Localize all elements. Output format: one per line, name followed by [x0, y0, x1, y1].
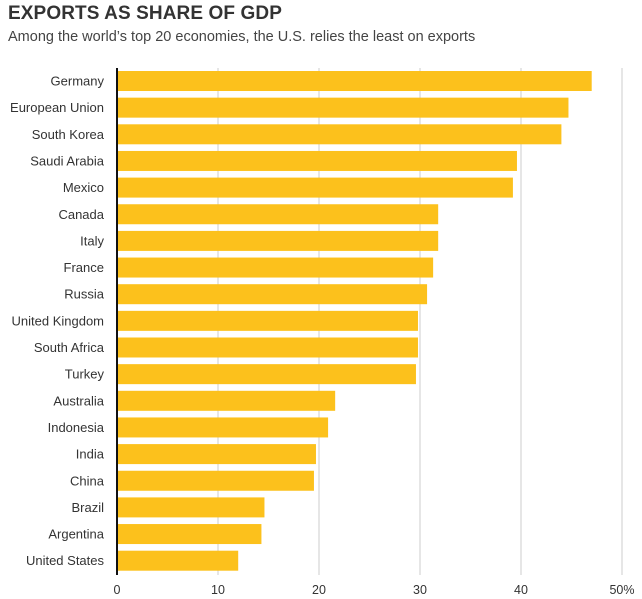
- bar-united-states: [117, 550, 239, 571]
- bar-germany: [117, 71, 592, 91]
- category-label-saudi-arabia: Saudi Arabia: [30, 153, 104, 168]
- bar-argentina: [117, 524, 262, 545]
- bar-russia: [117, 284, 428, 305]
- category-label-brazil: Brazil: [71, 500, 104, 515]
- chart-subtitle: Among the world’s top 20 economies, the …: [8, 29, 476, 45]
- bar-south-korea: [117, 124, 562, 145]
- category-label-south-korea: South Korea: [32, 127, 105, 142]
- bar-australia: [117, 390, 336, 411]
- category-label-indonesia: Indonesia: [48, 420, 105, 435]
- category-label-argentina: Argentina: [48, 527, 104, 542]
- x-tick-label-50: 50%: [609, 583, 634, 597]
- bar-italy: [117, 230, 439, 251]
- bar-european-union: [117, 97, 569, 118]
- bar-india: [117, 444, 316, 465]
- category-label-india: India: [76, 447, 105, 462]
- category-label-mexico: Mexico: [63, 180, 104, 195]
- category-label-united-states: United States: [26, 553, 105, 568]
- bar-saudi-arabia: [117, 150, 517, 171]
- chart-title: EXPORTS AS SHARE OF GDP: [8, 3, 282, 24]
- category-label-european-union: European Union: [10, 100, 104, 115]
- category-label-china: China: [70, 473, 105, 488]
- category-label-italy: Italy: [80, 233, 104, 248]
- bar-china: [117, 470, 314, 491]
- x-tick-label-30: 30: [413, 583, 427, 597]
- bar-united-kingdom: [117, 310, 418, 331]
- x-tick-label-40: 40: [514, 583, 528, 597]
- category-label-south-africa: South Africa: [34, 340, 105, 355]
- category-label-australia: Australia: [53, 393, 104, 408]
- category-label-united-kingdom: United Kingdom: [12, 313, 105, 328]
- bar-france: [117, 257, 434, 278]
- x-tick-label-0: 0: [114, 583, 121, 597]
- category-label-germany: Germany: [51, 74, 105, 89]
- bar-south-africa: [117, 337, 418, 358]
- bar-canada: [117, 204, 439, 225]
- bar-indonesia: [117, 417, 329, 438]
- category-label-france: France: [64, 260, 104, 275]
- bar-mexico: [117, 177, 513, 198]
- x-tick-label-20: 20: [312, 583, 326, 597]
- category-label-turkey: Turkey: [65, 367, 105, 382]
- category-label-canada: Canada: [58, 207, 104, 222]
- category-label-russia: Russia: [64, 287, 105, 302]
- bar-turkey: [117, 364, 416, 385]
- x-tick-label-10: 10: [211, 583, 225, 597]
- bar-brazil: [117, 497, 265, 518]
